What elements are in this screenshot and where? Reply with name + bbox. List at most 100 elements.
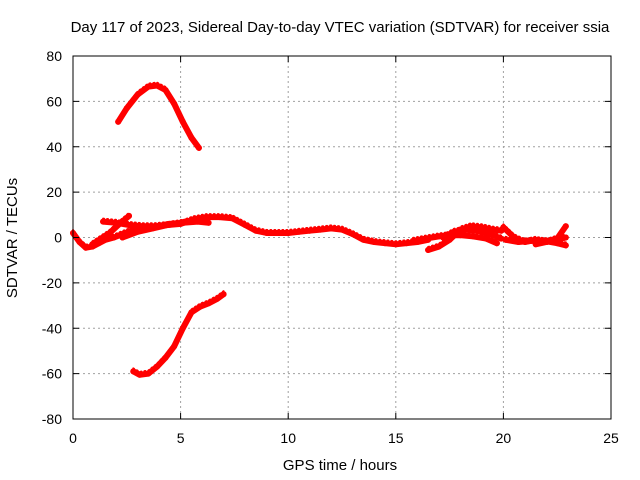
data-point bbox=[242, 222, 249, 228]
data-point bbox=[360, 236, 367, 243]
data-point bbox=[162, 354, 169, 361]
data-point bbox=[126, 222, 132, 228]
y-tick-label: -40 bbox=[42, 320, 62, 336]
series-arc-end-c bbox=[532, 233, 569, 248]
data-point bbox=[164, 222, 171, 228]
data-point bbox=[82, 244, 89, 251]
series-arc-mid bbox=[119, 217, 212, 241]
data-point bbox=[149, 225, 156, 232]
data-point bbox=[179, 219, 186, 226]
data-point bbox=[500, 224, 507, 231]
data-point bbox=[100, 218, 107, 225]
data-point bbox=[179, 118, 186, 125]
data-point bbox=[382, 240, 388, 247]
data-point bbox=[562, 234, 569, 241]
data-point bbox=[179, 325, 186, 332]
data-point bbox=[123, 105, 130, 112]
x-tick-label: 20 bbox=[496, 430, 512, 446]
x-tick-label: 0 bbox=[69, 430, 77, 446]
y-tick-label: -20 bbox=[42, 275, 62, 291]
data-point bbox=[349, 231, 356, 238]
y-tick-label: 0 bbox=[54, 230, 62, 246]
data-point bbox=[130, 368, 137, 375]
data-point bbox=[119, 234, 126, 241]
data-point bbox=[425, 247, 432, 253]
x-tick-label: 25 bbox=[603, 430, 619, 446]
data-point bbox=[554, 236, 561, 243]
data-point bbox=[483, 235, 490, 242]
data-point bbox=[115, 118, 122, 125]
data-point bbox=[205, 219, 212, 226]
data-point bbox=[214, 295, 221, 302]
data-point bbox=[194, 218, 201, 225]
x-tick-label: 15 bbox=[388, 430, 404, 446]
data-point bbox=[410, 237, 416, 244]
data-point bbox=[220, 291, 227, 298]
data-point bbox=[440, 234, 447, 241]
data-point bbox=[493, 240, 500, 247]
y-tick-label: 20 bbox=[46, 184, 62, 200]
series-texture-arc-upper bbox=[117, 81, 200, 146]
data-point bbox=[487, 231, 494, 238]
data-point bbox=[205, 300, 212, 307]
y-tick-label: 80 bbox=[46, 48, 62, 64]
data-point bbox=[461, 226, 468, 233]
y-tick-label: 60 bbox=[46, 93, 62, 109]
data-point bbox=[371, 239, 378, 245]
data-point bbox=[263, 230, 270, 236]
series-arc-lower bbox=[130, 290, 227, 378]
data-point bbox=[113, 219, 119, 226]
data-point bbox=[515, 239, 522, 245]
data-point bbox=[317, 226, 324, 233]
data-point bbox=[89, 241, 96, 248]
series-line-arc-upper bbox=[115, 82, 202, 151]
data-point bbox=[136, 371, 143, 378]
data-point bbox=[450, 228, 457, 235]
series-texture-arc-late-a bbox=[427, 222, 503, 248]
data-point bbox=[153, 82, 160, 89]
data-point bbox=[197, 303, 203, 310]
series-texture-arc-lower bbox=[132, 290, 225, 373]
series-line-arc-end-c bbox=[532, 234, 569, 248]
data-point bbox=[274, 230, 281, 236]
data-point bbox=[474, 227, 481, 234]
series-arc-late-c bbox=[440, 225, 505, 242]
chart-title: Day 117 of 2023, Sidereal Day-to-day VTE… bbox=[71, 19, 610, 36]
data-point bbox=[195, 144, 202, 151]
data-point bbox=[98, 235, 104, 242]
data-point bbox=[543, 239, 550, 245]
data-point bbox=[162, 87, 169, 93]
data-point bbox=[110, 234, 117, 241]
data-point bbox=[134, 91, 141, 98]
data-point bbox=[562, 223, 569, 230]
data-point bbox=[528, 237, 535, 244]
data-point bbox=[532, 241, 539, 248]
x-tick-label: 5 bbox=[177, 430, 185, 446]
data-point bbox=[392, 241, 399, 248]
data-point bbox=[422, 235, 429, 242]
data-point bbox=[216, 214, 223, 221]
data-point bbox=[134, 228, 141, 235]
data-point bbox=[306, 227, 313, 234]
y-tick-label: -60 bbox=[42, 366, 62, 382]
data-point bbox=[76, 239, 83, 245]
data-point bbox=[339, 226, 345, 233]
data-point bbox=[403, 240, 410, 247]
data-point bbox=[489, 226, 496, 233]
data-point bbox=[188, 309, 195, 316]
data-point bbox=[502, 236, 509, 243]
data-point bbox=[188, 134, 195, 141]
data-point bbox=[145, 370, 152, 377]
data-point bbox=[285, 230, 292, 236]
x-axis-label: GPS time / hours bbox=[283, 457, 397, 474]
data-point bbox=[145, 83, 152, 90]
data-point bbox=[252, 227, 259, 234]
y-axis-label: SDTVAR / TECUs bbox=[4, 178, 21, 298]
x-tick-label: 10 bbox=[280, 430, 296, 446]
data-point bbox=[106, 230, 113, 236]
tick-layer bbox=[72, 55, 612, 420]
data-point bbox=[328, 225, 335, 232]
data-point bbox=[296, 228, 302, 235]
data-point bbox=[435, 243, 442, 250]
